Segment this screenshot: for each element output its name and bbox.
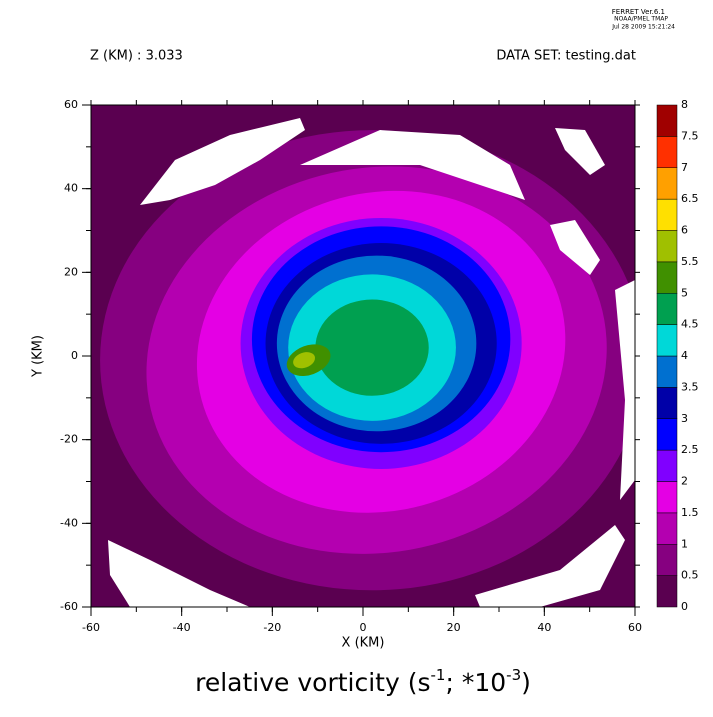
- x-tick-label: -40: [173, 621, 191, 634]
- x-tick-label: 60: [628, 621, 642, 634]
- subtitle-left: Z (KM) : 3.033: [90, 49, 183, 64]
- missing-data: [555, 128, 605, 175]
- colorbar-label: 4.5: [681, 318, 699, 331]
- y-tick-label: 0: [71, 349, 78, 362]
- header-line: NOAA/PMEL TMAP: [614, 16, 668, 23]
- title-superscript: -3: [506, 666, 521, 684]
- chart-title: relative vorticity (s-1; *10-3): [195, 666, 531, 698]
- colorbar-label: 7.5: [681, 129, 699, 142]
- colorbar-label: 1: [681, 537, 688, 550]
- colorbar-label: 6.5: [681, 192, 699, 205]
- y-tick-label: -40: [60, 516, 78, 529]
- title-text: ): [521, 668, 531, 697]
- colorbar-label: 3: [681, 412, 688, 425]
- title-text: relative vorticity (s: [195, 668, 430, 697]
- missing-data: [108, 540, 250, 607]
- colorbar-label: 7: [681, 161, 688, 174]
- colorbar-swatch: [656, 104, 678, 137]
- title-text: ; *10: [445, 668, 506, 697]
- y-tick-label: 40: [64, 182, 78, 195]
- subtitle-right: DATA SET: testing.dat: [496, 49, 636, 64]
- colorbar-label: 2.5: [681, 443, 699, 456]
- colorbar-swatch: [656, 544, 678, 576]
- y-axis-label: Y (KM): [31, 335, 46, 378]
- missing-data: [475, 525, 625, 607]
- colorbar-swatch: [656, 198, 678, 231]
- y-tick-label: -60: [60, 600, 78, 613]
- missing-data: [550, 220, 600, 275]
- missing-data: [615, 280, 635, 500]
- missing-data: [140, 118, 305, 205]
- x-axis-label: X (KM): [342, 636, 385, 651]
- y-tick-label: 60: [64, 98, 78, 111]
- colorbar-swatch: [656, 387, 678, 419]
- colorbar-label: 1.5: [681, 506, 699, 519]
- x-tick-label: 40: [537, 621, 551, 634]
- colorbar-swatch: [656, 512, 678, 545]
- colorbar-label: 6: [681, 224, 688, 237]
- colorbar-swatch: [656, 136, 678, 168]
- colorbar-label: 4: [681, 349, 688, 362]
- x-tick-label: -60: [82, 621, 100, 634]
- header-line: Jul 28 2009 15:21:24: [611, 24, 675, 31]
- contour-region: [315, 299, 429, 396]
- colorbar-swatch: [656, 481, 678, 514]
- colorbar-label: 3.5: [681, 380, 699, 393]
- colorbar-swatch: [656, 324, 678, 357]
- colorbar-label: 0.5: [681, 569, 699, 582]
- header-line: FERRET Ver.6.1: [612, 8, 665, 16]
- y-tick-label: 20: [64, 265, 78, 278]
- title-superscript: -1: [431, 666, 446, 684]
- colorbar-swatch: [656, 167, 678, 200]
- colorbar-label: 5: [681, 286, 688, 299]
- colorbar-label: 0: [681, 600, 688, 613]
- colorbar-swatch: [656, 449, 678, 482]
- missing-data: [300, 130, 525, 200]
- colorbar-label: 2: [681, 475, 688, 488]
- colorbar-label: 5.5: [681, 255, 699, 268]
- contour-field: [91, 105, 635, 607]
- colorbar-swatch: [656, 418, 678, 451]
- colorbar-swatch: [656, 230, 678, 263]
- colorbar-swatch: [656, 293, 678, 325]
- colorbar-swatch: [656, 261, 678, 294]
- x-tick-label: -20: [263, 621, 281, 634]
- colorbar-swatch: [656, 355, 678, 388]
- x-tick-label: 20: [447, 621, 461, 634]
- y-tick-label: -20: [60, 433, 78, 446]
- contour-region: [293, 352, 316, 369]
- colorbar-label: 8: [681, 98, 688, 111]
- x-tick-label: 0: [360, 621, 367, 634]
- colorbar-swatch: [656, 575, 678, 608]
